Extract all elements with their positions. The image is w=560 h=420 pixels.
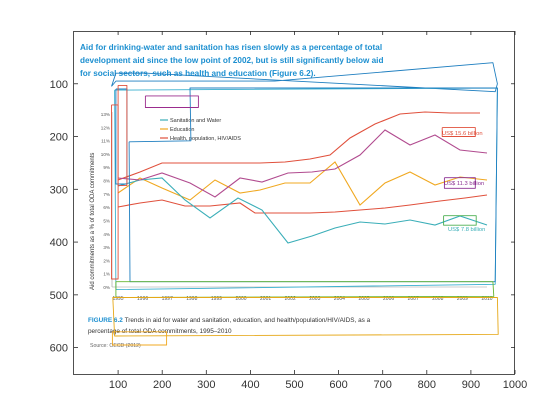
inner-y-tick-label: 12% [101,125,110,130]
inner-x-tick-label: 2004 [334,296,345,302]
x-tick-label: 100 [109,379,127,391]
annotation-health: US$ 15.6 billion [442,131,483,137]
x-tick-label: 200 [153,379,171,391]
inner-x-tick-label: 1999 [211,296,222,302]
annotation-education: US$ 11.3 billion [444,181,484,187]
series-line-10 [115,281,495,298]
purple-line [117,129,488,198]
y-tick-label: 200 [50,132,68,144]
inner-y-tick-label: 9% [103,165,110,170]
y-tick-label: 300 [50,184,68,196]
inner-y-tick-label: 3% [103,245,110,250]
x-tick-label: 800 [418,379,436,391]
inner-x-tick-label: 2007 [408,296,419,302]
x-tick-label: 1000 [503,379,527,391]
series-line-1 [114,87,498,291]
inner-x-tick-label: 2003 [309,296,320,302]
inner-x-tick-label: 2006 [383,296,394,302]
x-tick-label: 500 [285,379,303,391]
inner-x-tick-label: 2009 [457,296,468,302]
inner-y-tick-label: 8% [103,179,110,184]
x-tick-label: 300 [197,379,215,391]
svg-text:Health, population, HIV/AIDS: Health, population, HIV/AIDS [170,136,241,142]
inner-y-tick-label: 6% [103,205,110,210]
inner-y-tick-label: 0% [103,285,110,290]
y-axis-ticks: 100 200 300 400 500 600 [50,79,515,355]
series-line-12 [111,331,168,346]
inner-x-tick-label: 2000 [235,296,246,302]
x-tick-label: 600 [329,379,347,391]
x-tick-label: 900 [462,379,480,391]
x-tick-label: 700 [374,379,392,391]
svg-text:Sanitation and Water: Sanitation and Water [170,118,221,124]
y-tick-label: 100 [50,79,68,91]
series-line-7 [441,127,476,137]
svg-text:Education: Education [170,127,194,133]
inner-x-tick-label: 1995 [112,296,123,302]
caption-title-line-3: for social sectors, such as health and e… [80,69,316,78]
x-tick-label: 400 [241,379,259,391]
series-layer [111,62,499,346]
series-line-0 [111,62,498,93]
inner-x-tick-label: 2005 [358,296,369,302]
inner-y-tick-label: 10% [101,152,110,157]
caption-title-line-2: development aid since the low point of 2… [80,56,383,65]
series-line-5 [117,84,128,187]
y-tick-label: 600 [50,343,68,355]
series-line-8 [443,177,476,189]
health-line [117,111,480,181]
y-tick-label: 400 [50,237,68,249]
inner-y-tick-label: 5% [103,218,110,223]
inner-x-tick-label: 1998 [186,296,197,302]
background-image: Aid for drinking-water and sanitation ha… [74,31,515,374]
inner-x-tick-label: 1996 [137,296,148,302]
inner-x-ticks: 1995 1996 1997 1998 1999 2000 2001 2002 2003 2004… [112,296,492,302]
inner-y-tick-label: 2% [103,258,110,263]
inner-x-tick-label: 2008 [432,296,443,302]
water-line [117,177,488,244]
inner-chart: 13%12%11%10%9%8%7%6%5%4%3%2%1%0% 1995 199… [90,111,493,302]
education-line [117,161,488,206]
x-axis-ticks: 100 200 300 400 500 600 700 800 900 1000 [109,31,527,391]
series-line-4 [111,104,119,280]
inner-legend: Sanitation and Water Education Health, p… [160,118,241,142]
inner-y-tick-label: 1% [103,272,110,277]
inner-y-tick-label: 11% [101,139,110,144]
inner-x-tick-label: 2001 [260,296,271,302]
inner-x-tick-label: 2002 [285,296,296,302]
inner-y-tick-label: 13% [101,112,110,117]
axes-box [73,31,515,375]
inner-y-ticks: 13% 12% 11% 10% 9% 8% 7% 6% 5% 4% 3% 2% 1% 0% [101,112,110,290]
inner-y-tick-label: 7% [103,192,110,197]
caption-title-line-1: Aid for drinking-water and sanitation ha… [80,43,382,52]
series-line-11 [112,297,499,337]
inner-y-axis-label: Aid commitments as a % of total ODA comm… [90,153,96,290]
series-line-9 [443,215,477,226]
health-line-low [117,194,488,214]
series-line-6 [144,95,199,108]
inner-x-tick-label: 1997 [162,296,173,302]
figure-source: Source: OECD (2012) [90,343,141,349]
inner-y-tick-label: 4% [103,232,110,237]
y-tick-label: 500 [50,290,68,302]
inner-x-tick-label: 2010 [481,296,492,302]
annotation-water: US$ 7.8 billion [448,227,485,233]
figure-caption-line-1: FIGURE 6.2 Trends in aid for water and s… [88,317,371,324]
